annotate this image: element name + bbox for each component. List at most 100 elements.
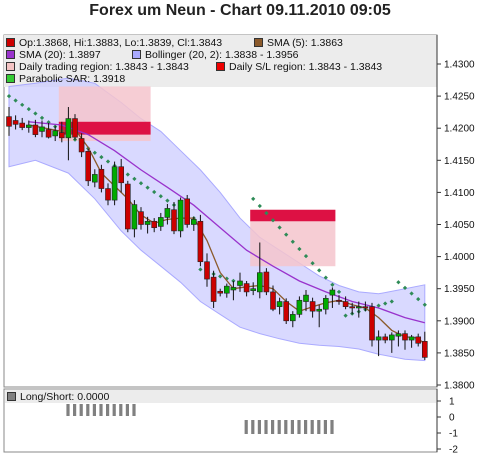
psar-dot [284, 232, 289, 237]
long-short-bar [66, 404, 70, 416]
candle-body [184, 198, 190, 225]
long-short-bar [251, 420, 255, 434]
psar-dot [409, 291, 414, 296]
candle-body [144, 220, 151, 225]
legend-psar-label: Parabolic SAR: 1.3918 [19, 73, 126, 85]
candle-body [329, 289, 336, 296]
legend-background [4, 35, 437, 87]
psar-dot [132, 176, 137, 181]
psar-dot [138, 181, 144, 186]
psar-dot [376, 303, 381, 308]
legend-bollinger-label: Bollinger (20, 2): 1.3838 - 1.3956 [145, 49, 299, 61]
candle-body [111, 166, 118, 201]
psar-dot [165, 198, 170, 203]
candle-body [395, 333, 402, 337]
psar-dot [402, 285, 408, 291]
candle-body [243, 283, 250, 293]
candle-body [171, 209, 177, 232]
long-short-bar [92, 404, 96, 416]
long-short-bar [323, 420, 327, 434]
long-short-bar [277, 420, 281, 434]
candle-body [19, 122, 26, 128]
psar-dot [251, 196, 256, 201]
candle-body [230, 287, 237, 291]
candle-body [250, 288, 256, 291]
long-short-bar [304, 420, 308, 434]
psar-dot [310, 261, 315, 266]
psar-dot [416, 297, 421, 302]
candle-body [224, 285, 230, 294]
oscillator-label-text: Long/Short: 0.0000 [20, 391, 110, 403]
candle-body [256, 272, 263, 293]
candle-body [237, 280, 243, 286]
psar-dot [330, 282, 335, 287]
candle-body [217, 290, 223, 294]
psar-dot [303, 253, 309, 259]
candle-body [52, 130, 59, 137]
psar-dot [343, 313, 348, 318]
candle-body [210, 276, 217, 302]
candle-body [362, 306, 369, 309]
long-short-bar [290, 420, 294, 434]
y-tick-label: 1.3850 [444, 348, 475, 359]
candle-body [296, 299, 303, 315]
psar-dot [257, 203, 262, 209]
y-tick-label: 1.4000 [444, 252, 475, 263]
candle-body [382, 336, 389, 341]
legend: Op:1.3868, Hi:1.3883, Lo:1.3839, Cl:1.38… [4, 36, 436, 86]
y-tick-label: 1.4050 [444, 220, 475, 231]
psar-dot [290, 239, 295, 244]
legend-sl-region-label: Daily S/L region: 1.3843 - 1.3843 [229, 61, 383, 73]
long-short-bar [99, 404, 103, 416]
osc-y-tick-label: -1 [449, 429, 458, 440]
y-tick-label: 1.3900 [444, 316, 475, 327]
psar-dot [323, 275, 328, 280]
candle-body [355, 306, 362, 309]
y-tick-label: 1.4300 [444, 60, 475, 71]
psar-dot [92, 150, 97, 155]
long-short-bar [112, 404, 116, 416]
sl-region-1 [250, 209, 336, 222]
psar-dot [99, 154, 104, 160]
candle-body [125, 183, 131, 230]
psar-dot [389, 299, 394, 304]
legend-sma5: SMA (5): 1.3863 [254, 37, 343, 49]
candle-body [336, 299, 342, 302]
long-short-bar [264, 420, 268, 434]
long-short-bar [86, 404, 90, 416]
candle-body [78, 138, 85, 153]
candle-body [369, 306, 375, 341]
psar-dot [152, 189, 157, 195]
candle-body [421, 341, 428, 358]
psar-dot [231, 278, 236, 284]
osc-y-tick-label: 0 [449, 413, 455, 424]
candle-body [349, 306, 356, 309]
candle-body [322, 298, 329, 310]
candle-body [191, 219, 197, 225]
psar-dot [277, 225, 282, 230]
psar-dot [33, 111, 38, 116]
psar-dot [422, 302, 427, 307]
psar-dot [317, 268, 322, 273]
psar-dot [383, 301, 388, 306]
long-short-bar [330, 420, 334, 434]
psar-dot [336, 289, 342, 295]
oscillator-label: Long/Short: 0.0000 [7, 391, 109, 403]
candle-body [25, 124, 32, 128]
long-short-bar [317, 420, 321, 434]
long-short-bar [106, 404, 110, 416]
psar-dot [145, 185, 150, 190]
long-short-bar [297, 420, 301, 434]
candle-body [303, 294, 309, 302]
candle-body [408, 336, 415, 341]
long-short-bar [119, 404, 123, 416]
candle-body [375, 336, 382, 341]
legend-daily-region-label: Daily trading region: 1.3843 - 1.3843 [19, 61, 189, 73]
candle-body [39, 126, 45, 132]
legend-bollinger: Bollinger (20, 2): 1.3838 - 1.3956 [132, 49, 299, 61]
legend-ohlc-label: Op:1.3868, Hi:1.3883, Lo:1.3839, Cl:1.38… [19, 37, 223, 49]
candle-body [65, 118, 72, 139]
candle-body [98, 168, 105, 189]
candle-body [131, 204, 138, 230]
candle-body [85, 151, 91, 182]
